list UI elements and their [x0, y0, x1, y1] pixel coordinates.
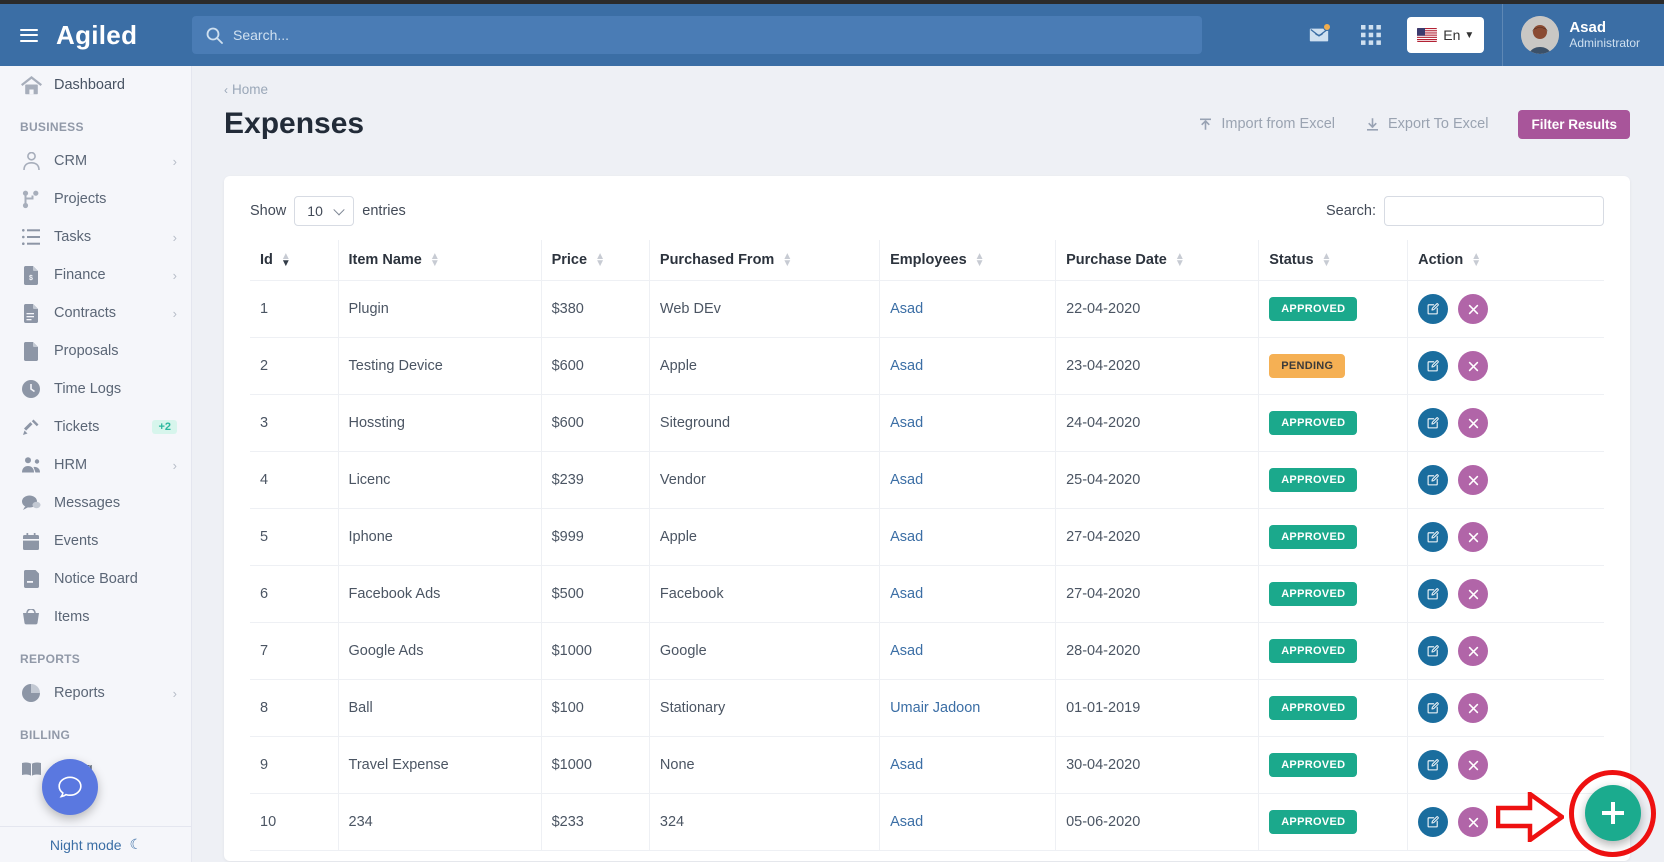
svg-text:$: $ [29, 275, 33, 282]
